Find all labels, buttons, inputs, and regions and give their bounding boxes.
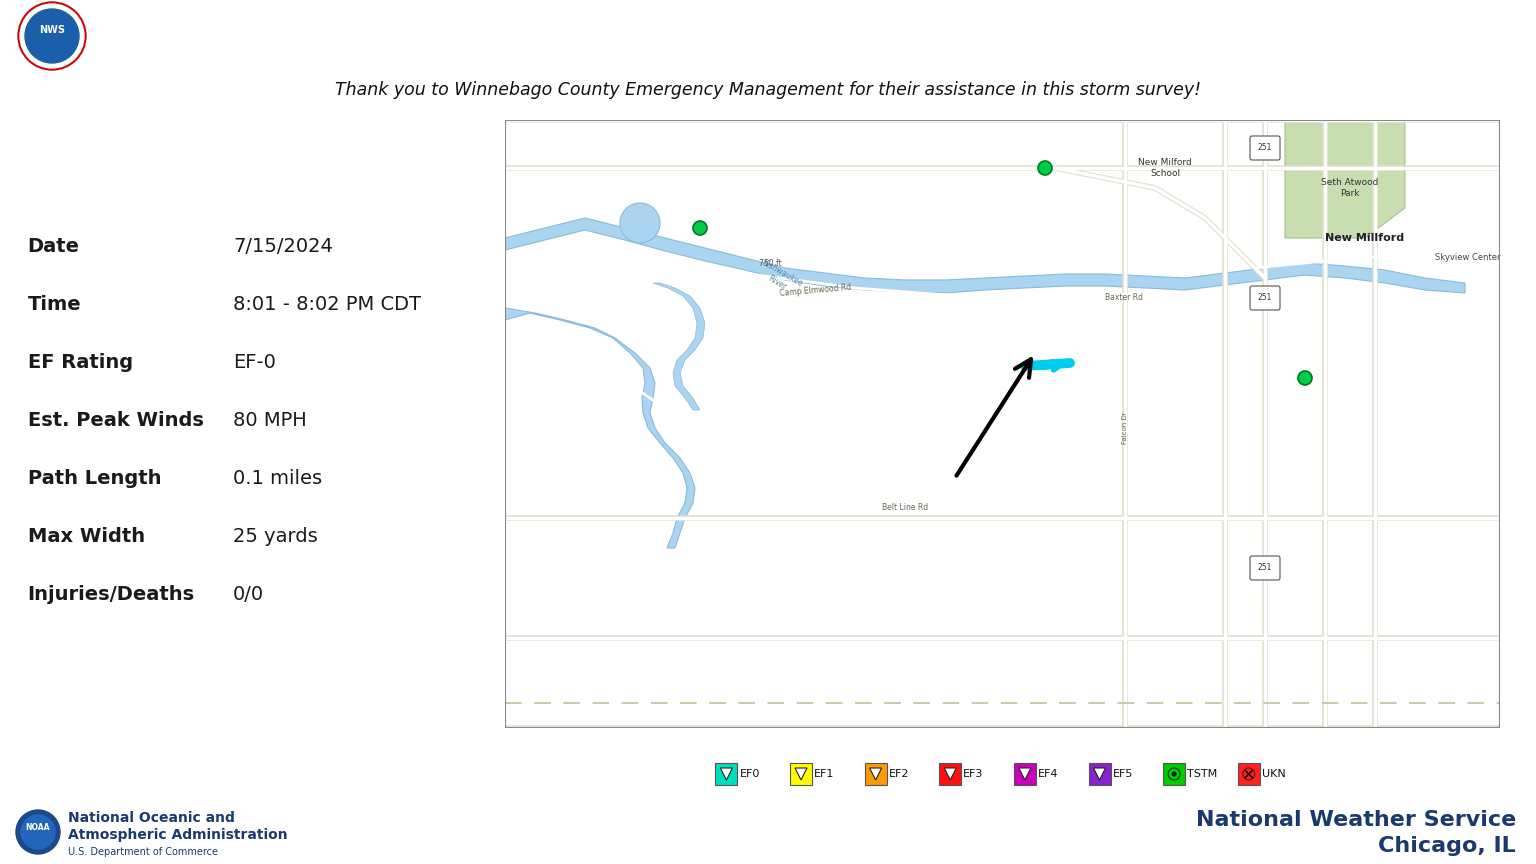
Text: Chicago, IL: Chicago, IL — [1378, 836, 1516, 856]
Text: Baxter Rd: Baxter Rd — [1104, 294, 1143, 302]
FancyBboxPatch shape — [1014, 763, 1035, 785]
Polygon shape — [653, 283, 705, 410]
Text: (Winnebago County): (Winnebago County) — [215, 200, 366, 215]
Text: Path Length: Path Length — [28, 469, 161, 488]
Text: EF5: EF5 — [1112, 769, 1134, 779]
Text: NWS: NWS — [38, 25, 65, 35]
Text: Storm Survey Results: Storm Survey Results — [121, 147, 459, 175]
Circle shape — [1298, 371, 1312, 385]
Text: NOAA: NOAA — [26, 823, 51, 831]
Circle shape — [693, 221, 707, 235]
Text: Southern Winnebago County Tornado #2: Southern Winnebago County Tornado #2 — [104, 12, 1160, 57]
Text: EF Rating: EF Rating — [28, 353, 132, 372]
Polygon shape — [1094, 768, 1106, 780]
FancyBboxPatch shape — [938, 763, 962, 785]
Text: Seth Atwood
Park: Seth Atwood Park — [1321, 178, 1379, 198]
Circle shape — [20, 4, 84, 68]
Text: New Milford
School: New Milford School — [1138, 158, 1192, 178]
FancyBboxPatch shape — [1250, 556, 1279, 580]
Circle shape — [1169, 768, 1180, 780]
Text: Est. Peak Winds: Est. Peak Winds — [28, 411, 203, 430]
Text: July 27, 2024: July 27, 2024 — [1293, 20, 1516, 49]
Polygon shape — [1286, 120, 1405, 238]
Text: EF2: EF2 — [889, 769, 909, 779]
Circle shape — [25, 9, 78, 63]
FancyBboxPatch shape — [1238, 763, 1260, 785]
Circle shape — [1038, 161, 1052, 175]
Circle shape — [1172, 772, 1177, 777]
Text: Falcon Dr: Falcon Dr — [1121, 411, 1127, 444]
FancyBboxPatch shape — [716, 763, 737, 785]
Text: Atmospheric Administration: Atmospheric Administration — [68, 829, 287, 842]
Text: National Oceanic and: National Oceanic and — [68, 811, 235, 825]
Text: Date: Date — [28, 237, 80, 256]
Text: Camp Elmwood Rd: Camp Elmwood Rd — [779, 283, 851, 298]
Text: U.S. Department of Commerce: U.S. Department of Commerce — [68, 848, 218, 857]
Circle shape — [621, 203, 660, 243]
FancyBboxPatch shape — [790, 763, 813, 785]
FancyBboxPatch shape — [1250, 286, 1279, 310]
Text: Kishwaukee
River: Kishwaukee River — [756, 258, 805, 298]
Polygon shape — [1018, 768, 1031, 780]
FancyBboxPatch shape — [1089, 763, 1111, 785]
Text: Max Width: Max Width — [28, 527, 144, 546]
Polygon shape — [505, 308, 694, 548]
Text: Skyview Center: Skyview Center — [1435, 253, 1501, 263]
Text: 251: 251 — [1258, 563, 1272, 573]
Text: 🌪: 🌪 — [32, 145, 63, 193]
Circle shape — [22, 815, 55, 849]
FancyBboxPatch shape — [865, 763, 886, 785]
Circle shape — [1243, 768, 1255, 780]
Circle shape — [15, 810, 60, 854]
Text: EF1: EF1 — [814, 769, 834, 779]
Text: EF3: EF3 — [963, 769, 983, 779]
Polygon shape — [869, 768, 882, 780]
FancyBboxPatch shape — [1250, 136, 1279, 160]
Text: 8:01 - 8:02 PM CDT: 8:01 - 8:02 PM CDT — [233, 295, 421, 314]
Text: 0/0: 0/0 — [233, 585, 264, 604]
FancyBboxPatch shape — [1163, 763, 1186, 785]
Polygon shape — [505, 218, 1465, 293]
Text: National Weather Service: National Weather Service — [1195, 810, 1516, 830]
Text: EF4: EF4 — [1038, 769, 1058, 779]
Text: New Millford: New Millford — [1326, 233, 1404, 243]
Text: EF-0: EF-0 — [233, 353, 276, 372]
Polygon shape — [945, 768, 957, 780]
Text: 7/15/2024: 7/15/2024 — [233, 237, 333, 256]
Text: EF0: EF0 — [739, 769, 760, 779]
Text: Belt Line Rd: Belt Line Rd — [882, 504, 928, 512]
Text: Injuries/Deaths: Injuries/Deaths — [28, 585, 195, 604]
Polygon shape — [796, 768, 806, 780]
Text: 0.1 miles: 0.1 miles — [233, 469, 323, 488]
Circle shape — [18, 2, 86, 70]
Text: UKN: UKN — [1261, 769, 1286, 779]
Text: 750 ft: 750 ft — [759, 258, 782, 268]
Text: Time: Time — [28, 295, 81, 314]
Text: 25 yards: 25 yards — [233, 527, 318, 546]
Text: 251: 251 — [1258, 143, 1272, 153]
Text: 80 MPH: 80 MPH — [233, 411, 307, 430]
Text: Southern Winnebago County Tornado #2: Southern Winnebago County Tornado #2 — [140, 181, 441, 196]
Text: TSTM: TSTM — [1187, 769, 1218, 779]
Polygon shape — [720, 768, 733, 780]
Text: Thank you to Winnebago County Emergency Management for their assistance in this : Thank you to Winnebago County Emergency … — [335, 81, 1201, 99]
Text: 251: 251 — [1258, 294, 1272, 302]
